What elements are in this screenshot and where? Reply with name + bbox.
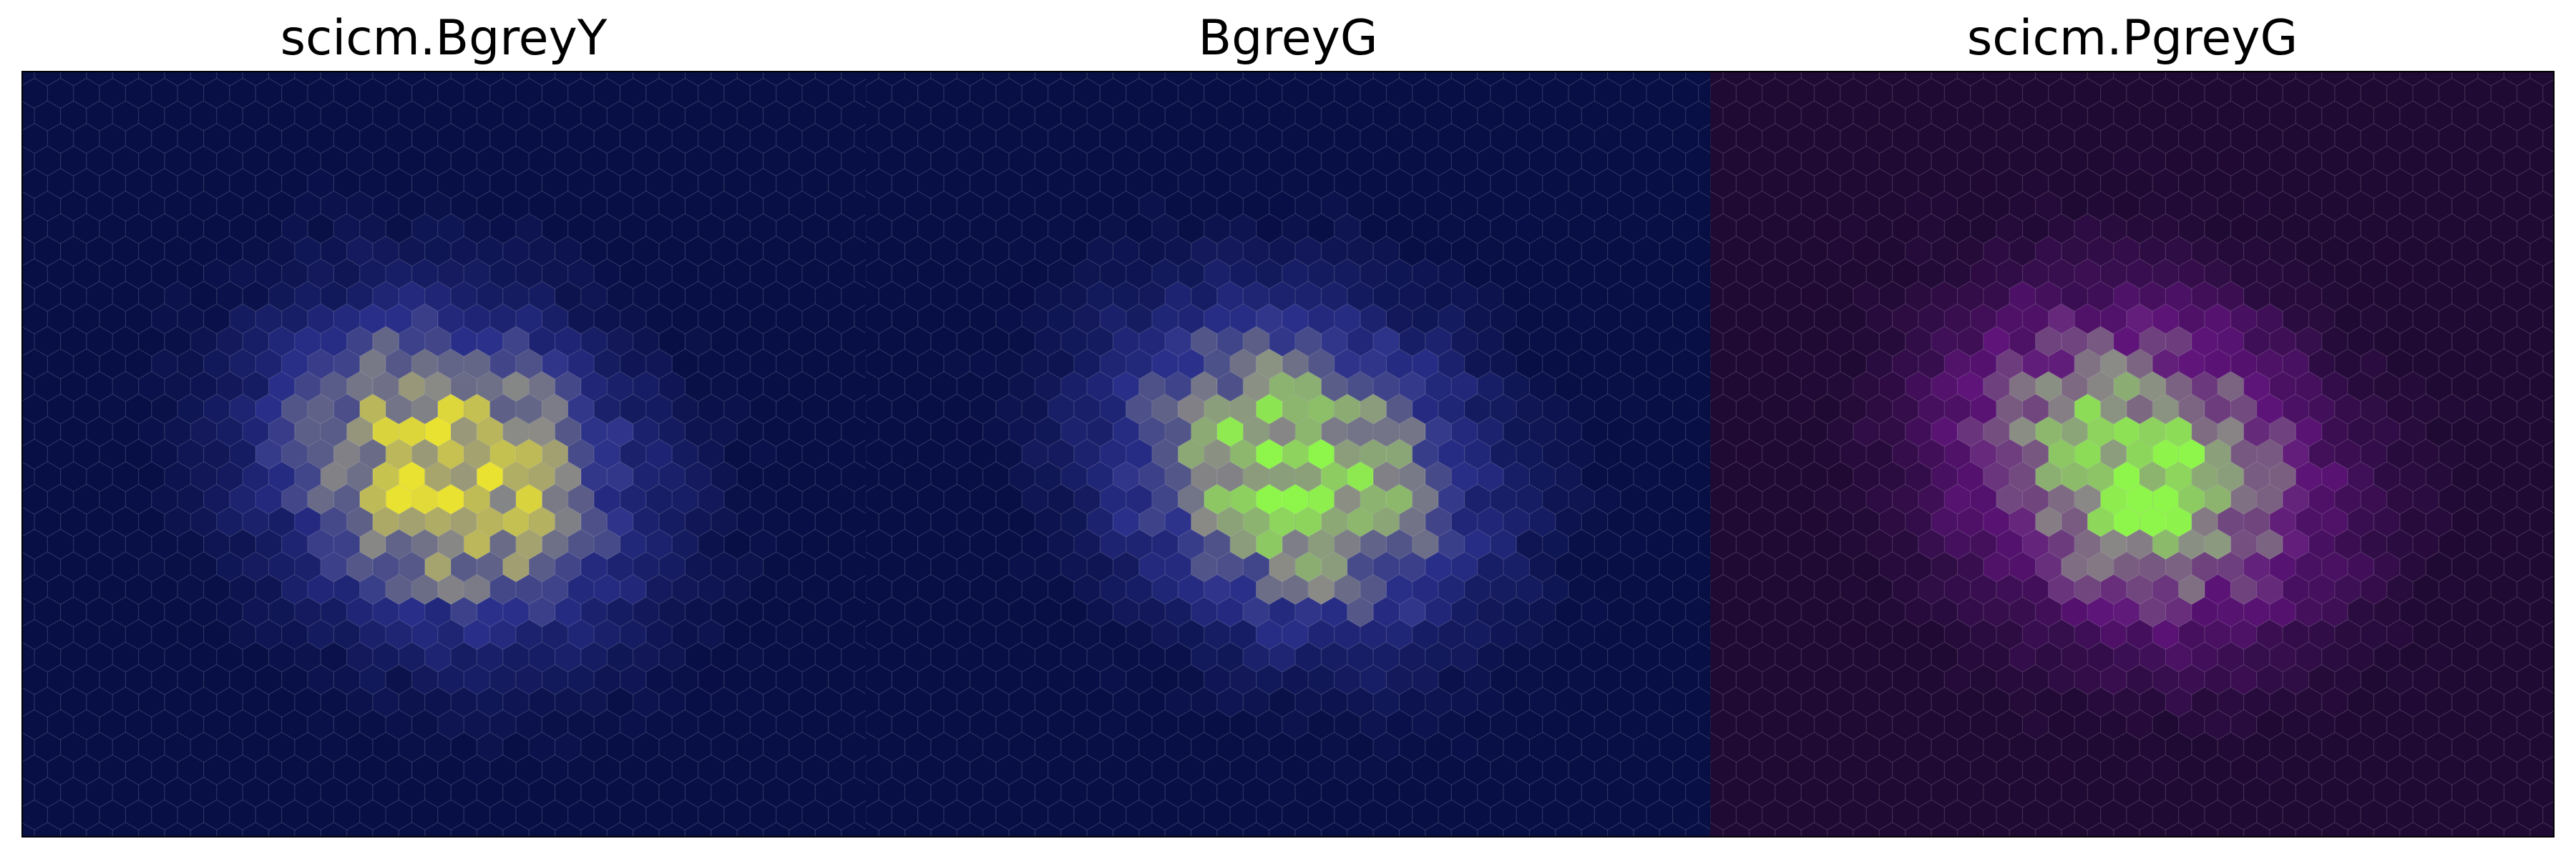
hex-bin (854, 214, 866, 243)
hex-bin (854, 440, 866, 469)
plot-frame (21, 71, 2555, 838)
hex-bin (1698, 79, 1710, 108)
hex-bin (854, 394, 866, 424)
panel-title-1: scicm.BgreyY (280, 10, 608, 67)
hex-bin (2542, 124, 2555, 153)
hex-bin (2542, 394, 2555, 424)
hex-bin (1698, 214, 1710, 243)
hex-bin (854, 665, 866, 694)
hex-bin (2542, 79, 2555, 108)
hex-bin (1698, 349, 1710, 379)
hex-bin (2542, 665, 2555, 694)
hex-bin (854, 755, 866, 785)
hex-bin (854, 530, 866, 559)
hexbin-plot-area (21, 71, 2555, 838)
hex-bin (2542, 530, 2555, 559)
hex-bin (1698, 124, 1710, 153)
hex-bin (1685, 822, 1710, 838)
hex-bin (854, 485, 866, 514)
hex-bin (854, 349, 866, 379)
hex-bin (1698, 169, 1710, 198)
hex-bin (2542, 620, 2555, 649)
hex-bin (1698, 530, 1710, 559)
hex-bin (854, 620, 866, 649)
hex-bin (854, 169, 866, 198)
hex-bin (866, 71, 879, 87)
hex-bin (1698, 259, 1710, 288)
panel-title-3: scicm.PgreyG (1966, 10, 2298, 67)
hex-bin (854, 304, 866, 334)
hex-bin (2542, 169, 2555, 198)
hex-bin (2542, 800, 2555, 830)
hex-bin (854, 575, 866, 604)
hex-bin (2542, 349, 2555, 379)
hex-bin (854, 79, 866, 108)
hex-bin (854, 710, 866, 739)
hex-bin (2542, 214, 2555, 243)
panel-title-2: BgreyG (1198, 10, 1378, 67)
hex-bin (841, 822, 866, 838)
hex-bin (2542, 575, 2555, 604)
hex-bin (1698, 575, 1710, 604)
hex-bin (1698, 485, 1710, 514)
hex-bin (854, 259, 866, 288)
hex-bin (2542, 259, 2555, 288)
hex-bin (2542, 755, 2555, 785)
hex-bin (2542, 304, 2555, 334)
hexbin-panel-2 (866, 71, 1710, 838)
hex-bin (1698, 665, 1710, 694)
hex-bin (1698, 755, 1710, 785)
hex-bin (1698, 394, 1710, 424)
hex-bin (2542, 710, 2555, 739)
hex-bin (2529, 822, 2555, 838)
hexbin-panel-1 (21, 71, 866, 838)
hex-bin (21, 71, 35, 87)
hex-bin (1698, 304, 1710, 334)
hex-bin (854, 800, 866, 830)
hex-bin (1698, 800, 1710, 830)
hex-bin (1698, 440, 1710, 469)
hex-bin (2542, 440, 2555, 469)
hex-bin (1710, 71, 1724, 87)
hex-bin (1698, 620, 1710, 649)
hex-bin (1698, 710, 1710, 739)
hexbin-panel-3 (1710, 71, 2555, 838)
hex-bin (2542, 485, 2555, 514)
hex-bin (854, 124, 866, 153)
